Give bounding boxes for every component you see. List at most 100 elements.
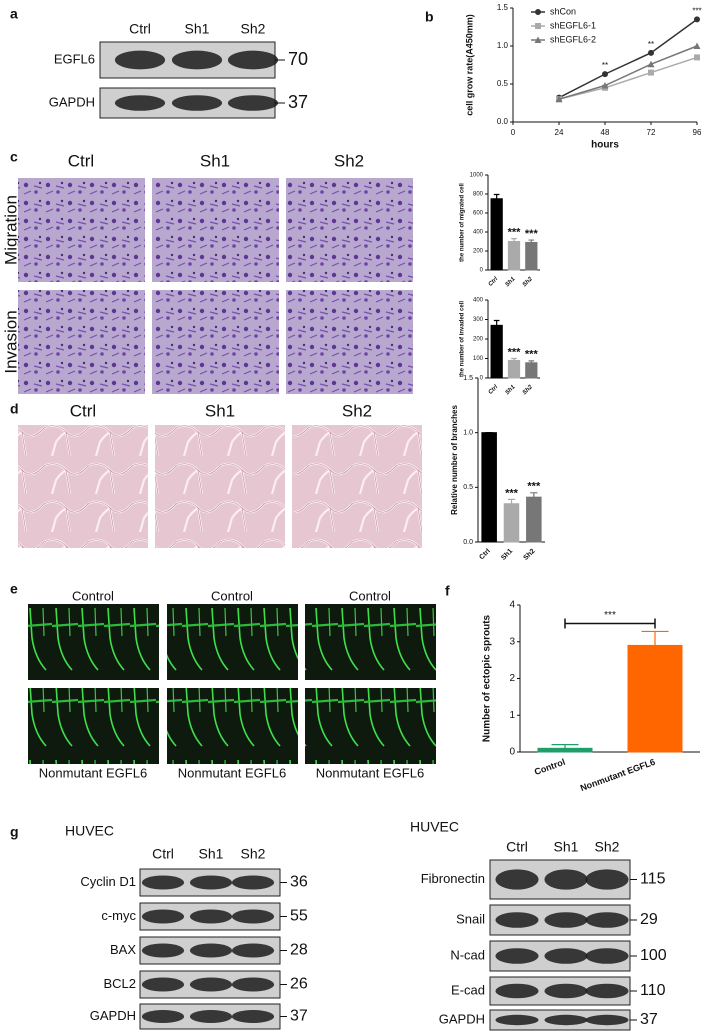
blot-band bbox=[189, 943, 233, 958]
legend-label: shEGFL6-2 bbox=[550, 34, 596, 44]
panel-label: f bbox=[445, 583, 450, 599]
x-tick-label: Ctrl bbox=[478, 548, 492, 562]
blot-band bbox=[544, 983, 588, 999]
kda-label: 110 bbox=[640, 982, 666, 999]
blot-band bbox=[544, 912, 588, 928]
error-bar bbox=[528, 239, 535, 243]
y-tick-label: 1.0 bbox=[463, 430, 473, 437]
blot-band bbox=[227, 95, 279, 111]
cell-line: HUVEC bbox=[65, 823, 114, 839]
x-tick-label: Control bbox=[533, 757, 566, 777]
column-label: Ctrl bbox=[68, 151, 94, 170]
protein-name: GAPDH bbox=[439, 1011, 485, 1026]
data-point bbox=[694, 16, 700, 23]
stain-image bbox=[18, 290, 145, 394]
panel-label: d bbox=[10, 401, 19, 417]
y-tick-label: 1.0 bbox=[497, 41, 509, 50]
y-tick-label: 0.0 bbox=[463, 539, 473, 546]
lane-label: Sh2 bbox=[595, 839, 620, 855]
blot-band bbox=[231, 977, 275, 992]
error-bar bbox=[493, 193, 500, 199]
y-axis-label: Relative number of branches bbox=[450, 405, 459, 515]
y-tick-label: 0.5 bbox=[497, 79, 509, 88]
kda-label: 37 bbox=[290, 1008, 308, 1025]
panel-label: a bbox=[10, 6, 18, 22]
lane-label: Sh1 bbox=[199, 846, 224, 862]
bar bbox=[490, 324, 503, 379]
kda-label: 70 bbox=[288, 49, 308, 69]
error-bar bbox=[530, 492, 538, 498]
y-tick-label: 1.5 bbox=[497, 3, 509, 12]
x-tick-label: Ctrl bbox=[488, 276, 500, 288]
significance: ** bbox=[648, 40, 654, 49]
tube-image bbox=[292, 425, 422, 548]
y-tick-label: 200 bbox=[473, 249, 484, 255]
bar bbox=[525, 362, 538, 379]
blot-band bbox=[544, 1014, 588, 1026]
data-point bbox=[601, 82, 609, 89]
panel-label: b bbox=[425, 9, 434, 25]
blot-band bbox=[231, 909, 275, 924]
y-tick-label: 0 bbox=[509, 747, 515, 758]
y-tick-label: 800 bbox=[473, 192, 484, 198]
image-label: Control bbox=[349, 588, 391, 603]
data-point bbox=[602, 71, 608, 78]
y-tick-label: 600 bbox=[473, 211, 484, 217]
y-axis-label: the number of migrated cell bbox=[460, 183, 466, 262]
bar bbox=[503, 503, 520, 543]
stain-image bbox=[18, 178, 145, 282]
bar bbox=[526, 496, 542, 543]
data-point bbox=[648, 69, 654, 76]
y-axis-label: cell grow rate(A450mm) bbox=[464, 14, 474, 116]
significance: ** bbox=[602, 61, 608, 70]
tube-image bbox=[18, 425, 148, 548]
y-tick-label: 0.0 bbox=[497, 117, 509, 126]
blot-band bbox=[189, 977, 233, 992]
fish-image bbox=[28, 604, 159, 680]
stain-image bbox=[152, 290, 279, 394]
image-label: Control bbox=[72, 588, 114, 603]
y-tick-label: 200 bbox=[473, 337, 484, 343]
image-label: Control bbox=[211, 588, 253, 603]
blot-band bbox=[231, 1010, 275, 1023]
bar bbox=[507, 359, 521, 379]
lane-label: Sh2 bbox=[241, 21, 266, 37]
blot-band bbox=[141, 909, 185, 924]
legend-marker bbox=[535, 23, 541, 29]
blot-band bbox=[114, 95, 166, 111]
data-point bbox=[648, 49, 654, 56]
x-tick-label: 0 bbox=[511, 128, 516, 137]
blot-band bbox=[114, 50, 166, 70]
lane-label: Ctrl bbox=[129, 21, 151, 37]
significance: *** bbox=[692, 7, 701, 16]
significance: *** bbox=[508, 227, 522, 239]
lane-label: Sh2 bbox=[241, 846, 266, 862]
x-tick-label: 48 bbox=[601, 128, 610, 137]
fish-image bbox=[305, 688, 436, 764]
y-tick-label: 2 bbox=[509, 673, 515, 684]
error-bar bbox=[493, 319, 500, 326]
data-point bbox=[555, 95, 563, 103]
kda-label: 55 bbox=[290, 908, 308, 925]
error-bar bbox=[551, 744, 579, 749]
lane-label: Ctrl bbox=[506, 839, 528, 855]
x-tick-label: Sh2 bbox=[523, 548, 537, 562]
significance: *** bbox=[505, 487, 519, 499]
column-label: Sh1 bbox=[205, 401, 235, 420]
y-tick-label: 3 bbox=[509, 636, 515, 647]
blot-band bbox=[544, 948, 588, 964]
protein-name: Cyclin D1 bbox=[80, 874, 136, 889]
fish-image bbox=[28, 688, 159, 764]
protein-name: GAPDH bbox=[49, 94, 95, 109]
lane-label: Sh1 bbox=[554, 839, 579, 855]
x-tick-label: Sh1 bbox=[500, 548, 514, 562]
image-label: Nonmutant EGFL6 bbox=[39, 765, 147, 780]
bar bbox=[490, 198, 503, 271]
tube-image bbox=[155, 425, 285, 548]
y-tick-label: 0.5 bbox=[463, 484, 473, 491]
error-bar bbox=[641, 630, 669, 646]
significance: *** bbox=[525, 349, 539, 361]
y-tick-label: 4 bbox=[509, 600, 515, 611]
